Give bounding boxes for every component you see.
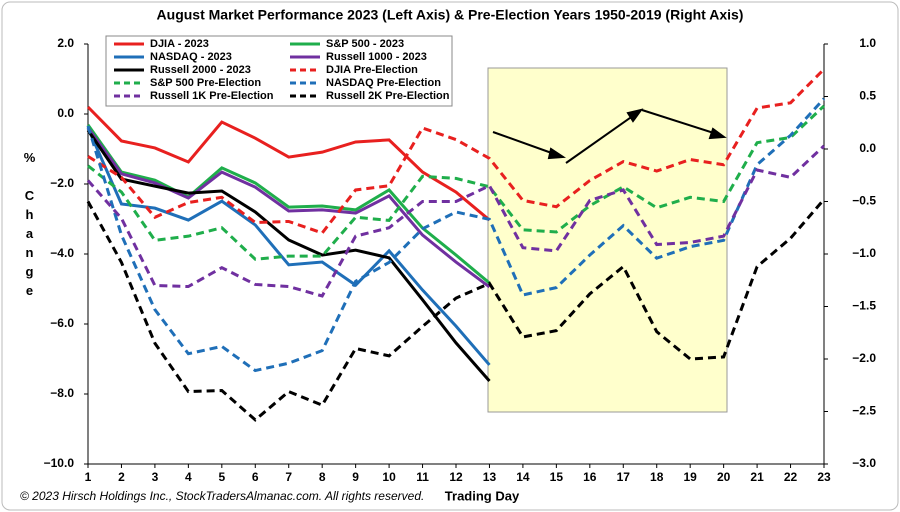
- y2-tick-label: −2.0: [852, 351, 876, 365]
- highlight-region: [487, 67, 728, 413]
- series-line: [86, 127, 491, 366]
- legend-label: S&P 500 - 2023: [326, 38, 404, 50]
- x-tick-label: 4: [185, 470, 192, 484]
- x-tick-label: 1: [85, 470, 92, 484]
- x-tick-label: 7: [285, 470, 292, 484]
- x-tick-label: 18: [650, 470, 664, 484]
- x-tick-label: 6: [252, 470, 259, 484]
- y2-tick-label: −3.0: [852, 456, 876, 470]
- y2-tick-label: 0.0: [859, 141, 876, 155]
- x-tick-label: 19: [684, 470, 698, 484]
- x-tick-label: 14: [516, 470, 530, 484]
- series-line: [87, 68, 826, 235]
- legend-label: Russell 1K Pre-Election: [150, 90, 274, 102]
- x-tick-label: 13: [483, 470, 497, 484]
- trend-arrows: [492, 108, 727, 164]
- y2-tick-label: −1.5: [852, 299, 876, 313]
- x-axis-label: Trading Day: [445, 488, 520, 503]
- series-line: [86, 198, 826, 422]
- legend-label: DJIA Pre-Election: [326, 64, 418, 76]
- x-tick-label: 2: [118, 470, 125, 484]
- y-axis-label: % Change: [22, 150, 37, 302]
- x-tick-label: 22: [784, 470, 798, 484]
- y-tick-label: 2.0: [57, 36, 74, 50]
- x-tick-label: 16: [583, 470, 597, 484]
- x-tick-label: 20: [717, 470, 731, 484]
- chart-title: August Market Performance 2023 (Left Axi…: [157, 7, 744, 23]
- legend-label: Russell 2000 - 2023: [150, 64, 251, 76]
- series-line: [87, 104, 826, 261]
- x-tick-label: 9: [352, 470, 359, 484]
- legend-box: [105, 35, 453, 107]
- legend-label: Russell 1000 - 2023: [326, 51, 427, 63]
- series-line: [86, 129, 491, 383]
- y-tick-label: −6.0: [50, 316, 74, 330]
- x-tick-label: 21: [750, 470, 764, 484]
- x-tick-label: 10: [382, 470, 396, 484]
- legend-label: Russell 2K Pre-Election: [326, 90, 450, 102]
- x-tick-label: 8: [319, 470, 326, 484]
- series-line: [86, 144, 826, 298]
- y-tick-label: −8.0: [50, 386, 74, 400]
- y-tick-label: 0.0: [57, 106, 74, 120]
- x-tick-label: 11: [416, 470, 429, 484]
- series-line: [86, 127, 491, 289]
- x-tick-label: 12: [449, 470, 463, 484]
- legend-label: NASDAQ - 2023: [150, 51, 232, 63]
- series-line: [86, 105, 491, 222]
- y2-tick-label: −0.5: [852, 194, 876, 208]
- x-tick-label: 3: [152, 470, 159, 484]
- legend-label: DJIA - 2023: [150, 38, 209, 50]
- y-tick-label: −2.0: [50, 176, 74, 190]
- footnote: © 2023 Hirsch Holdings Inc., StockTrader…: [20, 489, 424, 503]
- x-tick-label: 23: [817, 470, 831, 484]
- x-tick-label: 15: [550, 470, 564, 484]
- x-tick-label: 17: [617, 470, 631, 484]
- y2-tick-label: −1.0: [852, 246, 876, 260]
- y-tick-label: −10.0: [44, 456, 75, 470]
- legend-label: S&P 500 Pre-Election: [150, 77, 261, 89]
- series-line: [86, 97, 826, 373]
- y2-tick-label: 0.5: [859, 89, 876, 103]
- y-tick-label: −4.0: [50, 246, 74, 260]
- x-tick-label: 5: [218, 470, 225, 484]
- legend-label: NASDAQ Pre-Election: [326, 77, 441, 89]
- y2-tick-label: −2.5: [852, 404, 876, 418]
- y2-tick-label: 1.0: [859, 36, 876, 50]
